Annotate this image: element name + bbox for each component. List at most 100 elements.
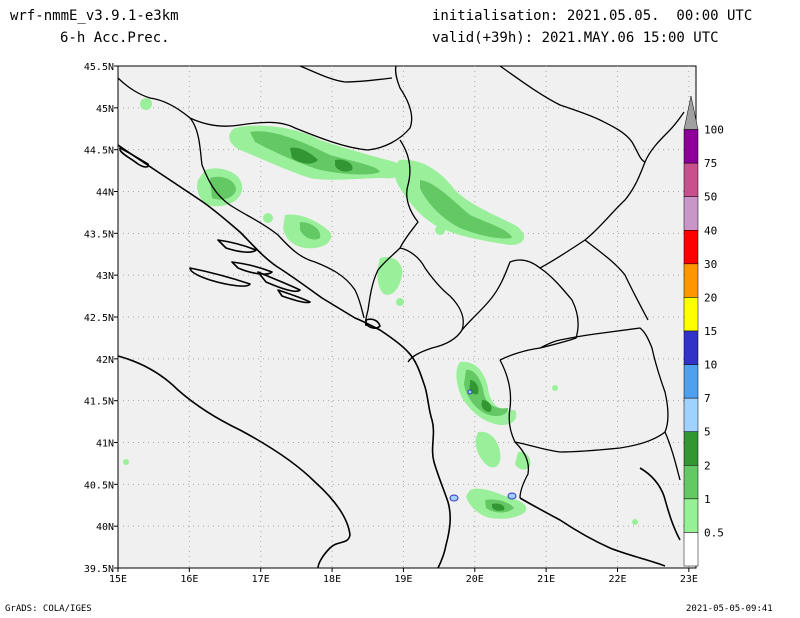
- precip-cell: [396, 298, 404, 306]
- aegean-coastline: [639, 467, 681, 541]
- lon-tick-label: 16E: [180, 574, 198, 585]
- kotor-bay: [365, 318, 381, 329]
- precip-core-5mm: [507, 492, 517, 500]
- latitude-axis: 45.5N 45N 44.5N 44N 43.5N 43N 42.5N 42N 41.5N 41N…: [84, 62, 118, 575]
- border-north-hungary: [299, 65, 646, 163]
- precip-core-5mm: [467, 389, 473, 395]
- precip-area-1mm-albania: [464, 369, 508, 416]
- precip-area-2mm-bosnia: [290, 147, 318, 164]
- island-3: [231, 261, 273, 275]
- border-serbia-east: [539, 111, 685, 321]
- legend-swatch: [683, 230, 699, 265]
- lon-tick-label: 20E: [466, 574, 484, 585]
- lat-tick-label: 42.5N: [84, 313, 114, 324]
- map-frame: [117, 65, 697, 569]
- lon-tick-label: 21E: [537, 574, 555, 585]
- legend-label: 15: [704, 325, 717, 338]
- model-title: wrf-nmmE_v3.9.1-e3km: [10, 8, 179, 24]
- legend-label: 50: [704, 191, 717, 204]
- island-4: [257, 271, 301, 293]
- legend-label: 100: [704, 124, 724, 137]
- legend-label: 1: [704, 493, 711, 506]
- lon-tick-label: 18E: [323, 574, 341, 585]
- lat-tick-label: 45.5N: [84, 62, 114, 73]
- lat-tick-label: 43.5N: [84, 229, 114, 240]
- krk-island: [119, 147, 150, 168]
- legend-swatch: [683, 431, 699, 466]
- lat-tick-label: 44.5N: [84, 146, 114, 157]
- legend-swatch: [683, 162, 699, 197]
- precip-cell: [123, 459, 129, 465]
- precip-area-1mm-bosnia-south: [300, 222, 321, 240]
- legend-label: 0.5: [704, 526, 724, 539]
- legend-label: 20: [704, 291, 717, 304]
- island-2: [217, 239, 257, 253]
- lat-tick-label: 40.5N: [84, 480, 114, 491]
- island-5: [277, 289, 311, 304]
- precip-cell: [140, 98, 152, 110]
- footer-timestamp: 2021-05-05-09:41: [686, 604, 773, 614]
- legend-label: 40: [704, 224, 717, 237]
- precip-area-2mm-bosnia-east: [335, 159, 353, 172]
- lon-tick-label: 22E: [608, 574, 626, 585]
- legend-swatch: [683, 498, 699, 533]
- lon-tick-label: 17E: [252, 574, 270, 585]
- legend-swatch: [683, 465, 699, 500]
- legend-swatch: [683, 532, 699, 567]
- lat-tick-label: 41.5N: [84, 397, 114, 408]
- precip-core-5mm: [449, 494, 459, 502]
- lon-tick-label: 19E: [394, 574, 412, 585]
- legend-swatch: [683, 397, 699, 432]
- field-title: 6-h Acc.Prec.: [60, 30, 170, 46]
- lat-tick-label: 41N: [96, 439, 114, 450]
- border-croatia-bosnia-south: [189, 117, 365, 319]
- precip-areas: [123, 98, 638, 525]
- precip-area-greece-north: [515, 451, 531, 470]
- precip-area-2mm-south: [492, 503, 505, 511]
- lat-tick-label: 39.5N: [84, 564, 114, 575]
- valid-time: valid(+39h): 2021.MAY.06 15:00 UTC: [432, 30, 719, 46]
- legend-swatch: [683, 263, 699, 298]
- border-macedonia: [499, 327, 669, 453]
- lon-tick-label: 15E: [109, 574, 127, 585]
- precip-cell: [263, 213, 273, 223]
- lat-tick-label: 44N: [96, 188, 114, 199]
- lat-tick-label: 42N: [96, 355, 114, 366]
- legend-swatch: [683, 196, 699, 231]
- precip-area-1mm-serbia: [420, 180, 512, 239]
- country-borders: [117, 65, 685, 499]
- border-slovenia-croatia: [117, 65, 413, 151]
- precip-cell: [552, 385, 558, 391]
- legend-label: 7: [704, 392, 711, 405]
- precip-area-2mm-albania-mid: [481, 400, 492, 412]
- precip-cell: [632, 519, 638, 525]
- italy-coastline: [117, 355, 351, 569]
- precip-cell: [435, 225, 445, 235]
- border-bulgaria: [664, 431, 681, 481]
- lon-tick-label: 23E: [680, 574, 698, 585]
- footer-credit: GrADS: COLA/IGES: [5, 604, 92, 614]
- coastlines: [117, 144, 681, 569]
- lat-tick-label: 40N: [96, 522, 114, 533]
- legend-label: 30: [704, 258, 717, 271]
- legend-label: 5: [704, 426, 711, 439]
- island-1: [189, 267, 251, 287]
- greece-coastline: [519, 497, 666, 567]
- legend-label: 75: [704, 157, 717, 170]
- legend-swatch: [683, 330, 699, 365]
- longitude-axis: 15E 16E 17E 18E 19E 20E 21E 22E 23E: [109, 568, 698, 585]
- adriatic-east-coastline: [117, 144, 451, 569]
- border-albania-greece: [514, 441, 530, 499]
- border-montenegro: [399, 247, 464, 363]
- init-time: initialisation: 2021.05.05. 00:00 UTC: [432, 8, 753, 24]
- precip-area-1mm-croatia: [210, 176, 236, 200]
- legend-swatch: [683, 364, 699, 399]
- precip-area-montenegro-north: [377, 256, 403, 295]
- precip-area-serbia: [394, 159, 525, 245]
- lat-tick-label: 45N: [96, 104, 114, 115]
- legend-label: 2: [704, 459, 711, 472]
- legend-label: 10: [704, 359, 717, 372]
- legend-swatch: [683, 297, 699, 332]
